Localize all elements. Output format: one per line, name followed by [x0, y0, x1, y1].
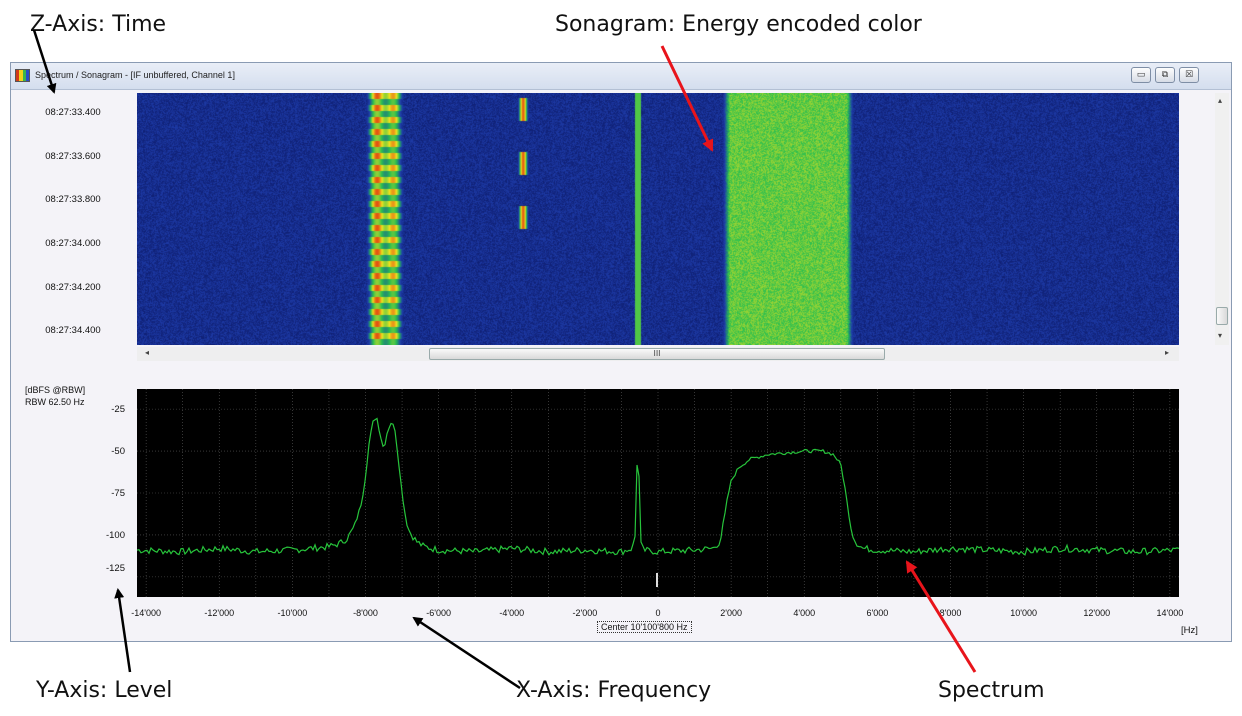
y-axis-callout: Y-Axis: Level: [36, 678, 173, 703]
app-icon: [15, 69, 30, 82]
close-button[interactable]: ☒: [1179, 67, 1199, 83]
x-tick-label: -8'000: [353, 608, 378, 618]
y-tick-label: -75: [111, 488, 125, 499]
y-tick-label: -100: [105, 530, 125, 541]
scroll-down-icon[interactable]: ▾: [1218, 331, 1223, 340]
time-label: 08:27:33.400: [45, 107, 101, 118]
x-tick-label: 8'000: [939, 608, 962, 618]
x-axis-callout: X-Axis: Frequency: [516, 678, 712, 703]
x-tick-label: -2'000: [572, 608, 598, 618]
sonagram-plot[interactable]: [137, 93, 1179, 345]
y-tick-label: -125: [105, 563, 125, 574]
window-titlebar[interactable]: Spectrum / Sonagram - [IF unbuffered, Ch…: [11, 63, 1231, 90]
x-tick-label: 2'000: [720, 608, 742, 618]
x-tick-label: 0: [655, 608, 661, 618]
vertical-scroll-thumb[interactable]: [1216, 307, 1228, 325]
scroll-left-icon[interactable]: ◂: [145, 348, 150, 357]
x-tick-label: 12'000: [1083, 608, 1111, 618]
spectrum-plot[interactable]: [137, 389, 1179, 597]
rbw-label: RBW 62.50 Hz: [25, 397, 85, 407]
x-tick-label: 14'000: [1156, 608, 1184, 618]
z-axis-callout: Z-Axis: Time: [30, 12, 167, 37]
spectrum-trace: [137, 417, 1179, 556]
x-tick-label: 6'000: [866, 608, 889, 618]
window-title: Spectrum / Sonagram - [IF unbuffered, Ch…: [35, 70, 235, 80]
x-tick-label: -14'000: [131, 608, 161, 618]
vertical-scrollbar[interactable]: ▴ ▾: [1215, 93, 1229, 345]
time-label: 08:27:34.000: [45, 238, 101, 249]
time-label: 08:27:34.400: [45, 325, 101, 336]
x-unit-label: [Hz]: [1181, 625, 1198, 636]
x-tick-label: 4'000: [793, 608, 816, 618]
sonagram-callout: Sonagram: Energy encoded color: [555, 12, 922, 37]
center-marker: [656, 573, 658, 587]
spectrum-chart: [137, 389, 1179, 597]
scroll-up-icon[interactable]: ▴: [1218, 96, 1223, 105]
x-tick-label: -12'000: [204, 608, 235, 618]
x-tick-label: -6'000: [426, 608, 451, 618]
sonagram-image: [137, 93, 1179, 345]
horizontal-scroll-thumb[interactable]: III: [429, 348, 885, 360]
x-tick-label: -4'000: [499, 608, 525, 618]
time-label: 08:27:33.800: [45, 194, 101, 205]
horizontal-scrollbar[interactable]: ◂ III ▸: [137, 347, 1179, 361]
time-label: 08:27:33.600: [45, 151, 101, 162]
x-tick-label: -10'000: [277, 608, 308, 618]
x-tick-label: 10'000: [1010, 608, 1037, 618]
spectrum-callout: Spectrum: [938, 678, 1045, 703]
center-frequency-label: Center 10'100'800 Hz: [597, 621, 692, 633]
y-tick-label: -25: [111, 404, 125, 415]
spectrum-sonagram-window: Spectrum / Sonagram - [IF unbuffered, Ch…: [10, 62, 1232, 642]
level-unit-label: [dBFS @RBW]: [25, 385, 86, 395]
y-tick-label: -50: [111, 446, 125, 457]
scroll-right-icon[interactable]: ▸: [1165, 348, 1170, 357]
time-label: 08:27:34.200: [45, 282, 101, 293]
restore-button[interactable]: ⧉: [1155, 67, 1175, 83]
minimize-button[interactable]: ▭: [1131, 67, 1151, 83]
